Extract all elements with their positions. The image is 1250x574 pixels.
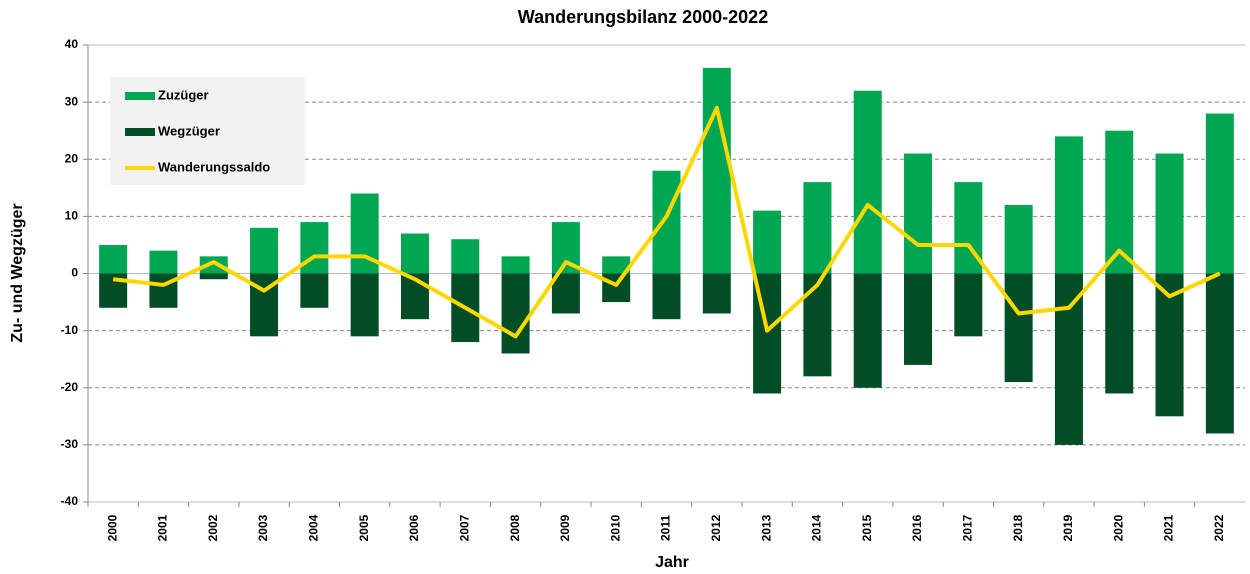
bar — [904, 153, 933, 274]
x-tick-label: 2019 — [1061, 514, 1075, 541]
x-tick-label: 2006 — [407, 514, 421, 541]
y-tick-label: -30 — [61, 437, 79, 451]
x-tick-label: 2000 — [105, 514, 119, 541]
bar — [803, 182, 832, 274]
x-tick-label: 2009 — [558, 514, 572, 541]
x-tick-label: 2005 — [357, 514, 371, 541]
chart-title: Wanderungsbilanz 2000-2022 — [518, 7, 768, 27]
bar — [954, 273, 983, 337]
x-tick-label: 2008 — [508, 514, 522, 541]
x-tick-label: 2004 — [307, 514, 321, 541]
bar — [199, 256, 228, 274]
bar — [400, 233, 429, 274]
x-tick-label: 2021 — [1162, 514, 1176, 541]
legend-swatch — [125, 128, 155, 136]
y-tick-label: -40 — [61, 494, 79, 508]
x-tick-label: 2013 — [759, 514, 773, 541]
bar — [300, 222, 329, 274]
bar — [1004, 204, 1033, 274]
bar — [451, 239, 480, 274]
x-tick-label: 2017 — [960, 514, 974, 541]
x-tick-label: 2022 — [1212, 514, 1226, 541]
bar — [149, 250, 178, 274]
bar — [501, 273, 530, 354]
legend-swatch — [125, 92, 155, 100]
bar — [300, 273, 329, 308]
bar — [853, 90, 882, 274]
bar — [501, 256, 530, 274]
y-axis-title: Zu- und Wegzüger — [9, 203, 26, 342]
x-tick-label: 2020 — [1111, 514, 1125, 541]
x-axis-title: Jahr — [655, 554, 689, 571]
x-tick-label: 2011 — [659, 515, 673, 541]
bar — [904, 273, 933, 365]
x-tick-label: 2012 — [709, 514, 723, 541]
legend: Zuzüger Wegzüger Wanderungssaldo — [110, 77, 305, 185]
legend-label: Wanderungssaldo — [158, 159, 270, 174]
bar — [1105, 273, 1134, 394]
y-tick-label: 30 — [65, 94, 79, 108]
bar — [652, 273, 681, 320]
x-tick-label: 2003 — [256, 514, 270, 541]
bar — [702, 67, 731, 274]
bar — [602, 256, 631, 274]
x-tick-label: 2015 — [860, 514, 874, 541]
bar — [99, 244, 128, 274]
x-tick-label: 2001 — [156, 514, 170, 541]
x-tick-label: 2010 — [608, 514, 622, 541]
bar — [250, 227, 279, 274]
bar — [753, 210, 782, 274]
bar — [199, 273, 228, 280]
bar — [1054, 273, 1083, 445]
bar — [602, 273, 631, 303]
legend-label: Wegzüger — [158, 123, 220, 138]
y-tick-label: 40 — [65, 37, 79, 51]
y-tick-label: 20 — [65, 151, 79, 165]
y-tick-label: -20 — [61, 380, 79, 394]
y-tick-label: 10 — [65, 209, 79, 223]
bar — [652, 170, 681, 274]
x-tick-label: 2016 — [910, 514, 924, 541]
y-tick-label: 0 — [71, 266, 78, 280]
bar — [853, 273, 882, 388]
x-tick-label: 2018 — [1011, 514, 1025, 541]
bar — [1054, 136, 1083, 274]
x-tick-label: 2014 — [810, 514, 824, 541]
bar — [551, 273, 580, 314]
y-tick-label: -10 — [61, 323, 79, 337]
x-tick-label: 2007 — [457, 514, 471, 541]
bar — [350, 273, 379, 337]
x-tick-label: 2002 — [206, 514, 220, 541]
bar — [1004, 273, 1033, 383]
bar — [803, 273, 832, 377]
bar — [1205, 273, 1234, 434]
legend-label: Zuzüger — [158, 87, 209, 102]
line — [112, 105, 1221, 339]
bar — [1155, 153, 1184, 274]
bar — [702, 273, 731, 314]
bar — [1205, 113, 1234, 274]
